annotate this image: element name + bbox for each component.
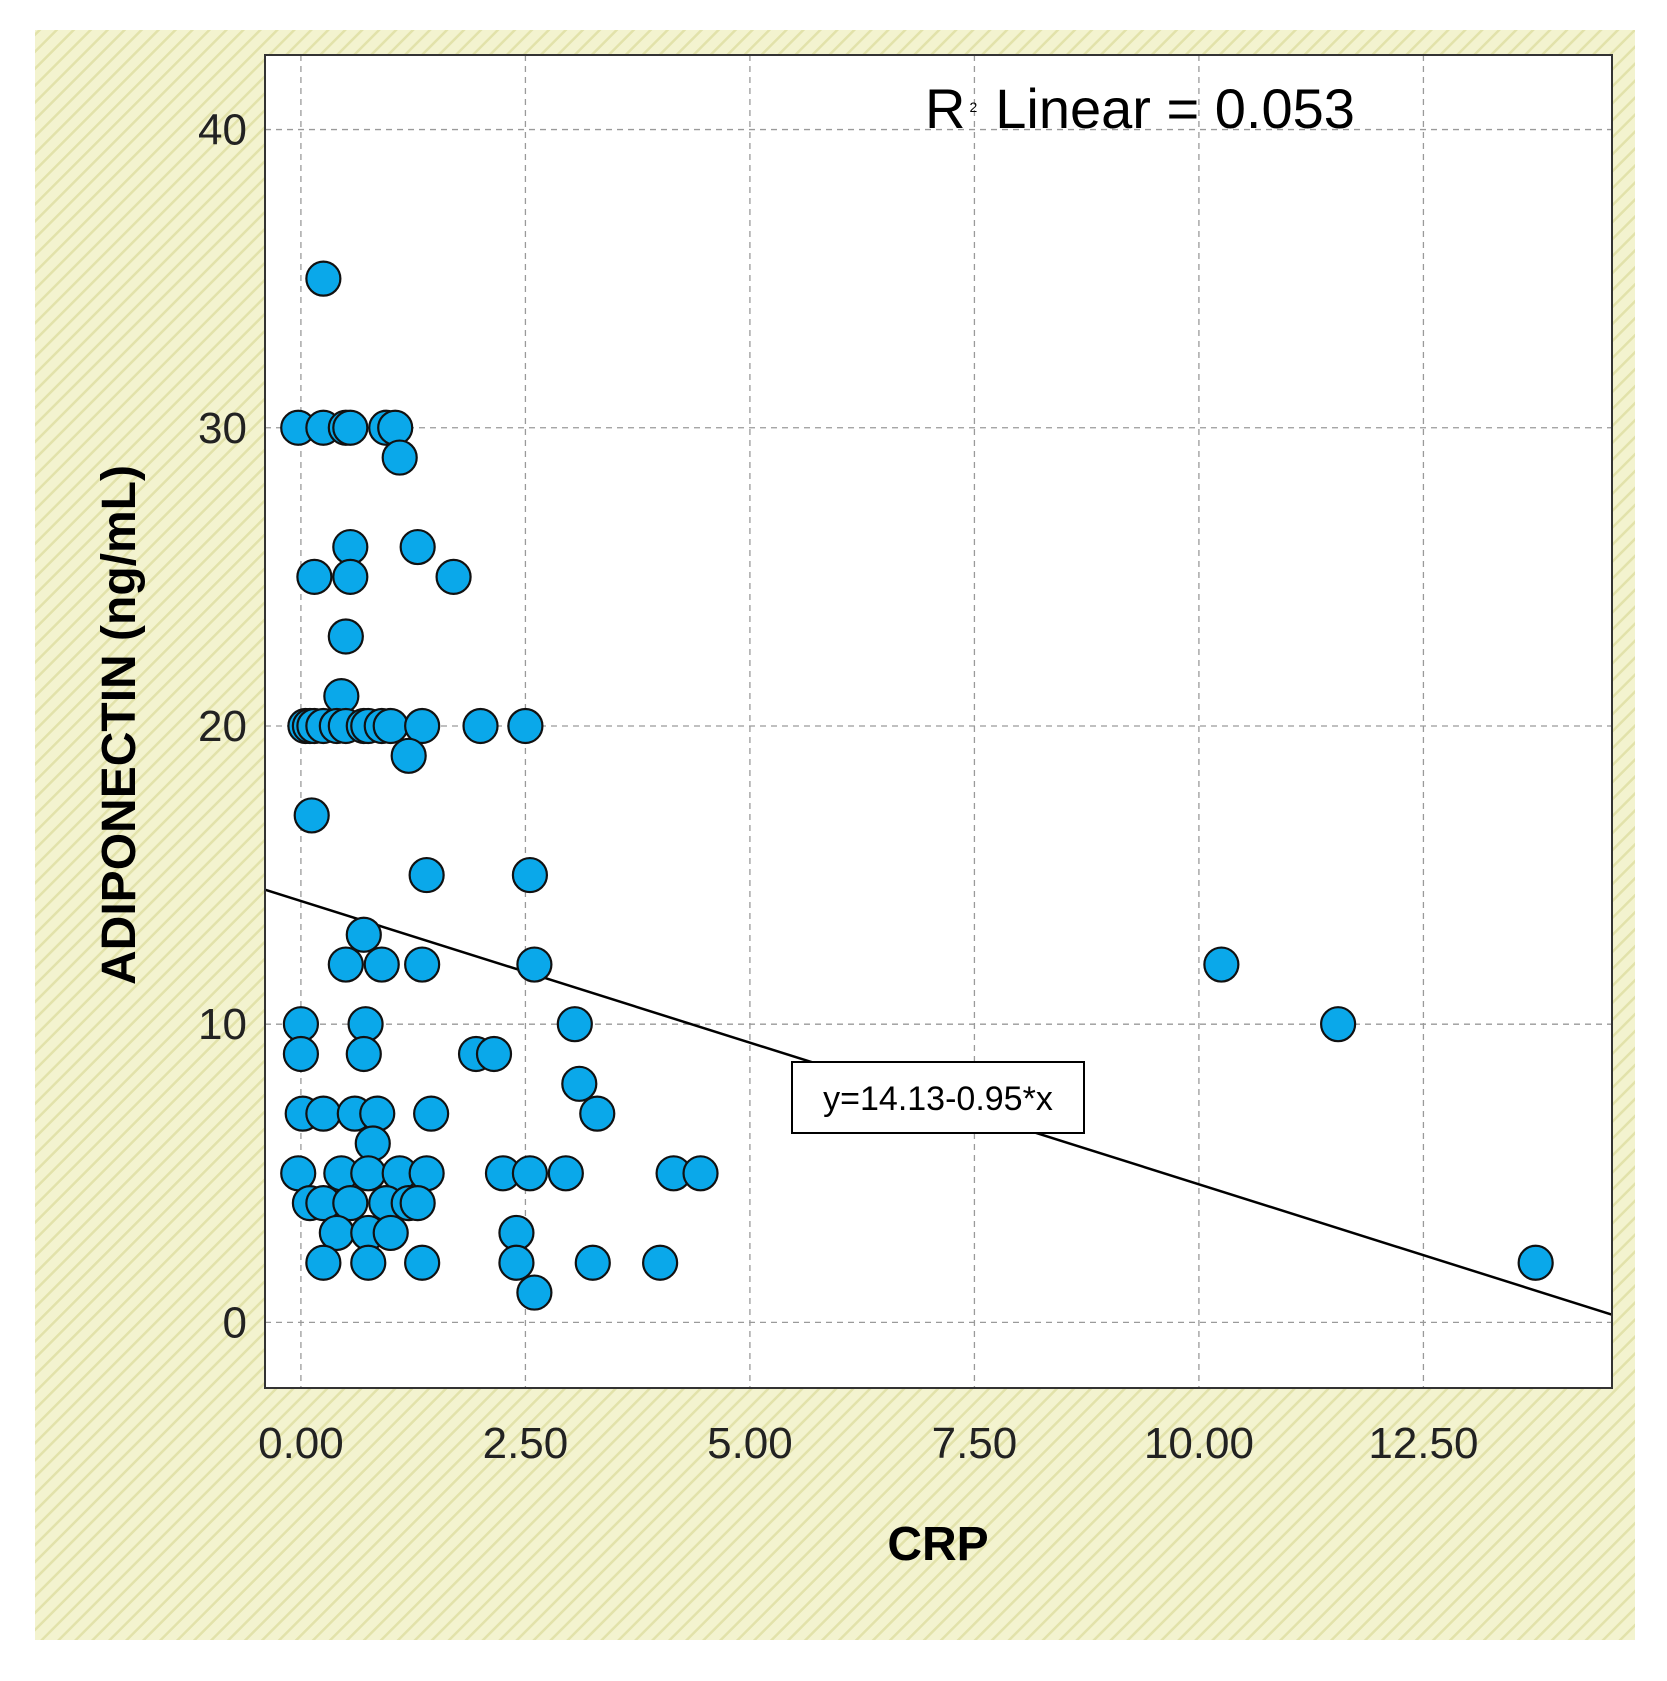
data-point	[305, 260, 342, 297]
data-point	[350, 1244, 387, 1281]
data-point	[354, 1125, 391, 1162]
y-tick-label: 0	[223, 1298, 247, 1347]
data-point	[345, 916, 382, 953]
data-point	[332, 558, 369, 595]
data-point	[372, 707, 409, 745]
data-point	[408, 856, 445, 894]
data-point	[1320, 1006, 1357, 1043]
data-point	[377, 409, 414, 446]
data-point	[1203, 946, 1240, 983]
data-point	[359, 1095, 396, 1132]
data-points	[280, 260, 1554, 1311]
r2-suffix: Linear = 0.053	[995, 77, 1355, 140]
data-point	[345, 1035, 382, 1073]
data-point	[462, 707, 499, 745]
data-point	[372, 1214, 409, 1252]
data-point	[363, 946, 400, 983]
x-tick-label: 12.50	[1368, 1419, 1478, 1468]
data-point	[507, 707, 544, 745]
plot-frame	[264, 54, 1613, 1389]
data-point	[327, 946, 364, 983]
x-tick-label: 0.00	[258, 1419, 344, 1468]
data-point	[642, 1244, 679, 1281]
data-point	[579, 1095, 616, 1132]
data-point	[516, 1274, 553, 1311]
data-point	[475, 1035, 513, 1073]
data-point	[574, 1244, 611, 1281]
data-point	[404, 707, 441, 745]
y-tick-label: 10	[198, 1000, 247, 1049]
data-point	[305, 1244, 342, 1281]
y-tick-label: 40	[198, 106, 247, 155]
data-point	[435, 558, 472, 595]
data-point	[547, 1155, 584, 1192]
x-tick-label: 7.50	[932, 1419, 1018, 1468]
x-tick-label: 2.50	[483, 1419, 569, 1468]
r2-superscript: 2	[969, 99, 977, 115]
data-point	[404, 1244, 441, 1281]
data-point	[561, 1065, 598, 1102]
r2-annotation: R 2 Linear = 0.053	[925, 77, 1355, 140]
data-point	[682, 1155, 719, 1192]
y-tick-label: 30	[198, 404, 247, 453]
x-tick-label: 5.00	[707, 1419, 793, 1468]
data-point	[296, 558, 333, 595]
x-axis-title: CRP	[887, 1518, 988, 1571]
data-point	[381, 439, 418, 476]
data-point	[350, 1155, 387, 1192]
y-tick-label: 20	[198, 702, 247, 751]
equation-label: y=14.13-0.95*x	[823, 1080, 1053, 1118]
data-point	[511, 1155, 549, 1192]
data-point	[556, 1006, 593, 1043]
data-point	[399, 528, 436, 566]
y-axis-title: ADIPONECTIN (ng/mL)	[93, 465, 146, 985]
data-point	[498, 1244, 535, 1281]
data-point	[390, 737, 427, 774]
data-point	[293, 797, 330, 834]
data-point	[305, 1095, 342, 1132]
data-point	[327, 618, 364, 655]
data-point	[404, 946, 441, 983]
data-point	[332, 1185, 369, 1222]
data-point	[511, 856, 549, 894]
data-point	[282, 1035, 320, 1073]
tick-labels: 0.00 2.50 5.00 7.50 10.00 12.50 0 10 20 30 40	[198, 106, 1478, 1468]
data-point	[323, 678, 360, 715]
data-point	[1517, 1244, 1554, 1281]
data-point	[516, 946, 553, 983]
equation-box	[791, 1061, 1085, 1134]
data-point	[408, 1155, 445, 1192]
data-point	[399, 1185, 436, 1222]
data-point	[413, 1095, 450, 1132]
r2-prefix: R	[925, 77, 965, 140]
data-point	[332, 409, 369, 446]
x-tick-label: 10.00	[1144, 1419, 1254, 1468]
